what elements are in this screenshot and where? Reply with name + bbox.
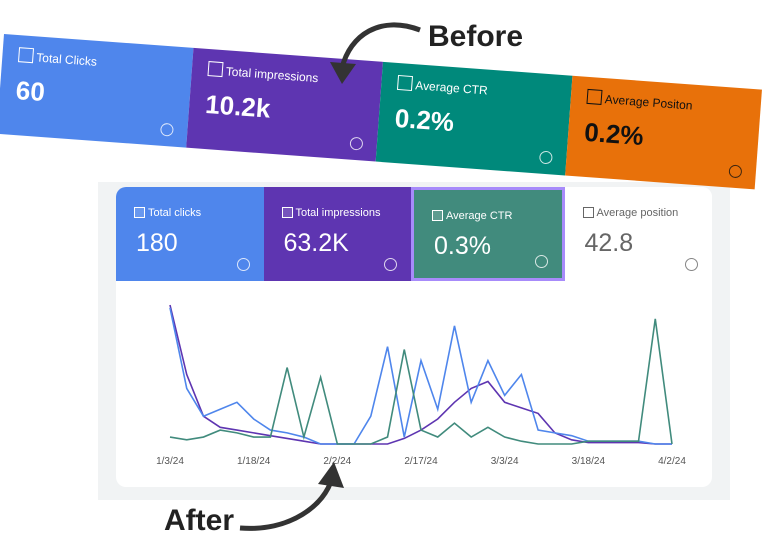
checkbox bbox=[134, 207, 145, 218]
metric-label: Total Clicks bbox=[35, 50, 98, 69]
x-tick-label: 3/18/24 bbox=[572, 456, 606, 467]
metric-value: 0.2% bbox=[583, 116, 645, 152]
checkbox bbox=[586, 88, 603, 105]
metric-card: Average Positon 0.2% bbox=[565, 75, 762, 190]
help-icon bbox=[236, 258, 250, 271]
help-icon bbox=[349, 136, 364, 151]
metric-value: 0.2% bbox=[393, 102, 456, 138]
before-label: Before bbox=[428, 20, 524, 53]
chart: 1/3/24 1/18/24 2/2/24 2/17/24 3/3/24 3/18/24 4… bbox=[156, 304, 686, 467]
help-icon bbox=[384, 258, 397, 271]
metric-label: Total clicks bbox=[148, 207, 202, 219]
x-tick-label: 1/18/24 bbox=[237, 456, 271, 467]
checkbox bbox=[207, 61, 224, 78]
checkbox bbox=[281, 207, 293, 218]
x-tick-label: 2/17/24 bbox=[404, 456, 438, 467]
x-tick-label: 3/3/24 bbox=[491, 456, 519, 467]
metric-value: 10.2k bbox=[204, 88, 272, 124]
metric-value: 42.8 bbox=[584, 229, 634, 257]
metric-label: Average CTR bbox=[446, 210, 513, 222]
help-icon bbox=[685, 258, 698, 271]
metric-label: Total impressions bbox=[295, 207, 381, 219]
metric-card: Total clicks 180 bbox=[116, 187, 264, 281]
series-line bbox=[169, 307, 672, 445]
checkbox bbox=[396, 74, 414, 92]
metric-label: Average position bbox=[596, 207, 679, 219]
help-icon bbox=[538, 150, 553, 165]
metric-label: Total impressions bbox=[225, 64, 319, 86]
help-icon bbox=[728, 164, 743, 179]
panel: Total clicks 180 Total impressions 63.2K Ave… bbox=[98, 182, 730, 500]
x-tick-label: 4/2/24 bbox=[658, 456, 686, 467]
metric-card: Average CTR 0.2% bbox=[375, 61, 573, 176]
metric-card: Average CTR 0.3% bbox=[411, 187, 565, 281]
metric-card: Total Clicks 60 bbox=[0, 34, 194, 148]
metric-value: 180 bbox=[136, 229, 178, 257]
series-line bbox=[169, 304, 672, 445]
after-label: After bbox=[164, 504, 235, 537]
x-tick-label: 2/2/24 bbox=[323, 456, 351, 467]
metric-card: Total impressions 10.2k bbox=[186, 47, 383, 162]
metric-card: Total impressions 63.2K bbox=[263, 187, 411, 281]
checkbox bbox=[432, 210, 443, 221]
checkbox bbox=[17, 47, 35, 64]
metrics-card: Total clicks 180 Total impressions 63.2K Ave… bbox=[116, 187, 712, 487]
checkbox bbox=[582, 207, 594, 218]
metric-label: Average Positon bbox=[604, 92, 693, 113]
series-line bbox=[169, 318, 673, 445]
metric-value: 63.2K bbox=[283, 229, 349, 257]
help-icon bbox=[159, 122, 174, 137]
help-icon bbox=[534, 255, 548, 268]
metric-value: 60 bbox=[14, 75, 46, 108]
metric-card: Average position 42.8 bbox=[564, 187, 712, 281]
metric-label: Average CTR bbox=[414, 78, 489, 98]
metric-value: 0.3% bbox=[434, 232, 491, 260]
x-tick-label: 1/3/24 bbox=[156, 456, 184, 467]
before-cards: Total Clicks 60 Total impressions 10.2k Aver… bbox=[0, 34, 762, 199]
after-cards: Total clicks 180 Total impressions 63.2K Ave… bbox=[116, 187, 712, 281]
